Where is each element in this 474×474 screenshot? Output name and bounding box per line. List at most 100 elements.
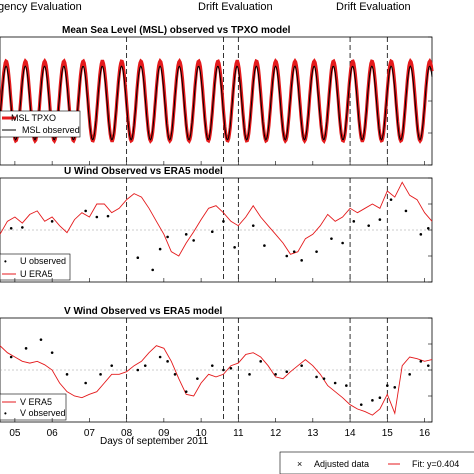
- point-2-10: [158, 355, 162, 359]
- legend-u-era5: U ERA5: [20, 269, 53, 279]
- point-2-17: [229, 366, 233, 370]
- point-1-1: [21, 226, 24, 229]
- x-tick-label-11: 16: [419, 428, 431, 439]
- point-2-27: [359, 403, 363, 406]
- point-1-4: [95, 215, 99, 219]
- point-2-14: [196, 377, 199, 380]
- point-2-18: [248, 373, 251, 376]
- point-1-17: [285, 254, 289, 258]
- point-2-0: [9, 355, 13, 359]
- point-1-24: [367, 224, 370, 227]
- point-1-5: [106, 214, 110, 218]
- panel-u-title: U Wind Observed vs ERA5 model: [64, 166, 223, 177]
- top-label-agency: gency Evaluation: [0, 1, 82, 13]
- legend-u-observed: U observed: [20, 256, 66, 266]
- panel-msl: Mean Sea Level (MSL) observed vs TPXO mo…: [0, 25, 434, 166]
- point-1-22: [341, 241, 344, 245]
- point-1-9: [166, 235, 169, 239]
- x-tick-label-6: 11: [233, 428, 244, 439]
- point-1-7: [151, 268, 154, 272]
- point-2-29: [378, 396, 382, 400]
- point-1-12: [210, 230, 214, 234]
- point-2-34: [426, 364, 430, 367]
- point-2-3: [50, 351, 54, 354]
- point-1-21: [330, 237, 333, 240]
- top-label-drift-2: Drift Evaluation: [336, 1, 411, 13]
- x-tick-label-9: 14: [345, 428, 357, 439]
- point-2-25: [333, 381, 337, 385]
- x-tick-label-1: 06: [47, 428, 59, 439]
- x-axis-label: Days of september 2011: [100, 436, 209, 447]
- point-2-30: [386, 384, 389, 387]
- panel-u-wind: U Wind Observed vs ERA5 model • U observ…: [0, 166, 433, 283]
- panel-v-legend: V ERA5 • V observed: [0, 393, 67, 421]
- point-1-10: [184, 233, 188, 236]
- point-2-32: [408, 373, 411, 376]
- panel-v-wind: V Wind Observed vs ERA5 model V ERA5 • V…: [0, 306, 433, 423]
- point-2-7: [110, 364, 114, 367]
- panel-msl-legend: MSL TPXO MSL observed: [0, 110, 81, 138]
- x-tick-label-10: 15: [382, 428, 394, 439]
- point-2-22: [300, 364, 303, 367]
- point-1-19: [300, 259, 303, 262]
- point-1-18: [292, 250, 296, 253]
- point-1-29: [426, 226, 430, 230]
- legend-v-observed: V observed: [20, 408, 66, 418]
- x-tick-label-5: 10: [196, 428, 208, 439]
- panel-msl-title: Mean Sea Level (MSL) observed vs TPXO mo…: [62, 25, 291, 36]
- point-1-15: [251, 224, 255, 227]
- x-tick-label-7: 12: [270, 428, 282, 439]
- point-1-14: [233, 246, 236, 249]
- point-2-20: [274, 373, 277, 376]
- point-1-11: [192, 239, 195, 242]
- point-1-23: [352, 220, 356, 223]
- point-2-6: [99, 373, 102, 376]
- series-2-0: [0, 345, 433, 416]
- legend-msl-observed: MSL observed: [22, 125, 80, 135]
- point-2-2: [39, 338, 43, 341]
- x-tick-label-3: 08: [121, 428, 133, 439]
- point-1-8: [158, 247, 162, 251]
- svg-text:•: •: [4, 409, 7, 418]
- svg-text:•: •: [4, 257, 7, 266]
- point-1-0: [9, 226, 13, 230]
- point-2-33: [419, 360, 423, 363]
- point-1-25: [378, 218, 382, 221]
- point-2-19: [259, 360, 262, 363]
- point-2-4: [65, 373, 69, 376]
- point-2-12: [173, 373, 177, 376]
- svg-text:×: ×: [297, 459, 302, 469]
- point-1-3: [84, 209, 87, 213]
- panel-v-title: V Wind Observed vs ERA5 model: [64, 306, 223, 317]
- point-1-26: [389, 198, 393, 201]
- point-1-2: [50, 220, 54, 223]
- legend-msl-tpxo: MSL TPXO: [11, 113, 56, 123]
- point-2-15: [210, 364, 214, 367]
- bottom-legend: × Adjusted data Fit: y=0.404: [279, 451, 474, 474]
- point-2-28: [371, 399, 374, 402]
- point-2-21: [285, 370, 289, 374]
- point-1-13: [222, 220, 225, 223]
- point-2-11: [166, 360, 169, 363]
- point-2-24: [322, 377, 326, 380]
- point-2-13: [184, 390, 188, 393]
- point-2-8: [136, 368, 140, 372]
- x-tick-label-2: 07: [84, 428, 96, 439]
- panel-u-legend: • U observed U ERA5: [0, 253, 71, 281]
- point-2-31: [393, 386, 397, 389]
- x-tick-label-0: 05: [9, 428, 21, 439]
- point-2-16: [222, 368, 225, 372]
- legend-adjusted: Adjusted data: [314, 459, 369, 469]
- legend-fit: Fit: y=0.404: [412, 459, 459, 469]
- point-2-5: [84, 381, 87, 385]
- point-1-27: [404, 209, 408, 213]
- point-2-26: [345, 384, 348, 387]
- point-1-28: [419, 233, 423, 236]
- point-1-6: [136, 256, 140, 260]
- series-1-0: [0, 181, 433, 257]
- legend-v-era5: V ERA5: [20, 397, 52, 407]
- top-label-drift-1: Drift Evaluation: [198, 1, 273, 13]
- point-2-23: [315, 375, 318, 379]
- x-tick-label-4: 09: [158, 428, 170, 439]
